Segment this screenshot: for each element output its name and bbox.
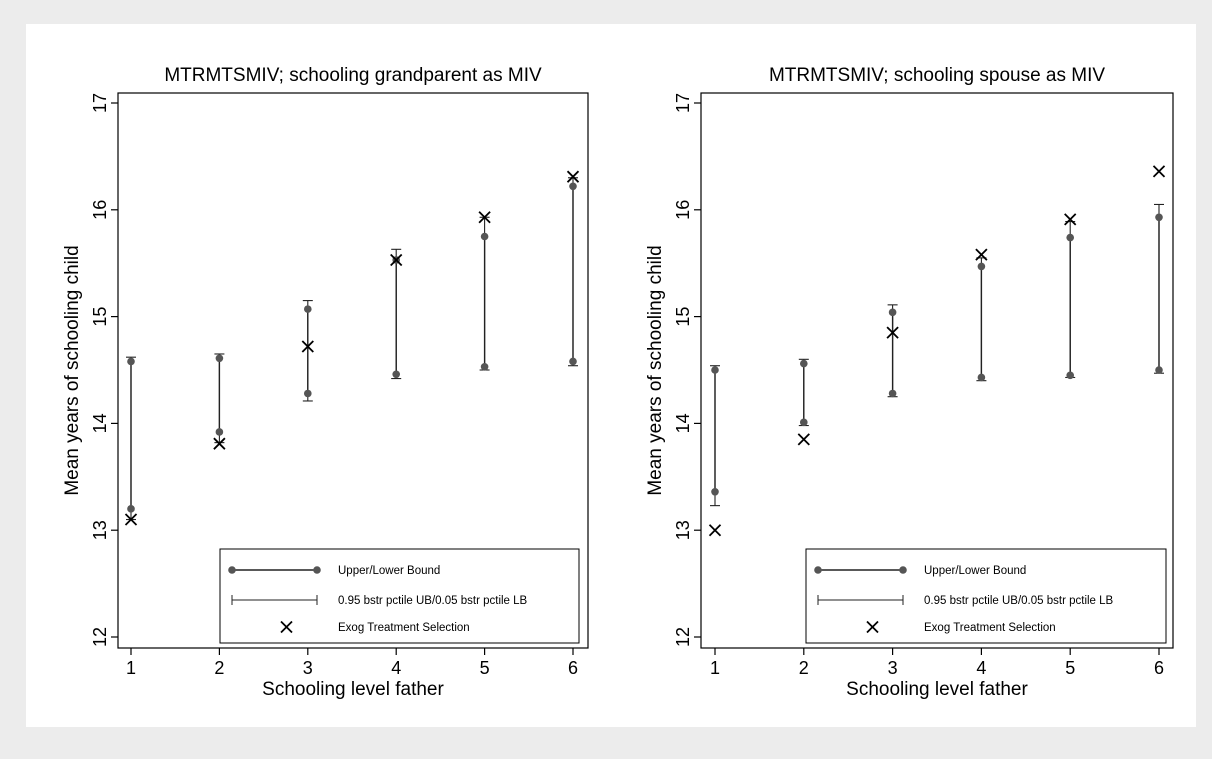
exog-marker [124,513,138,526]
chart-title: MTRMTSMIV; schooling spouse as MIV [769,65,1105,86]
y-axis-label: Mean years of schooling child [645,245,666,495]
exog-marker-stroke [886,326,899,339]
legend-bounds-label: Upper/Lower Bound [924,565,1026,577]
figure: MTRMTSMIV; schooling grandparent as MIV 1… [26,24,1196,727]
upper-bound-point [711,366,719,374]
exog-marker-stroke [1064,213,1077,226]
y-tick-label: 16 [673,200,693,220]
exog-marker [886,326,899,339]
lower-bound-point [480,362,489,371]
upper-bound-point [888,308,897,317]
exog-marker [566,170,580,183]
exog-marker-stroke [566,170,580,183]
exog-marker-stroke [708,524,722,537]
legend-exog-marker [866,620,879,634]
legend-bound-point [228,566,236,574]
y-tick-label: 13 [673,520,693,540]
legend-exog-label: Exog Treatment Selection [338,622,470,634]
lower-bound-point [304,389,312,398]
y-tick-label: 17 [673,93,693,113]
exog-marker [213,437,226,450]
exog-marker [975,248,988,261]
exog-marker [390,253,403,267]
lower-bound-point [977,373,986,382]
legend-bound-point [313,566,321,574]
legend-exog-label: Exog Treatment Selection [924,622,1056,634]
y-tick-label: 15 [90,307,110,327]
legend-box [219,548,580,644]
upper-bound-point [215,354,224,363]
x-tick-label: 4 [391,658,401,678]
y-tick-label: 13 [90,520,110,540]
x-tick-label: 2 [799,658,809,678]
y-tick-label: 15 [673,307,693,327]
plot-frame [700,92,1174,649]
legend: Upper/Lower Bound 0.95 bstr pctile UB/0.0… [805,548,1167,644]
upper-bound-point [1155,213,1163,222]
legend-ci-label: 0.95 bstr pctile UB/0.05 bstr pctile LB [338,595,528,607]
lower-bound-point [392,370,401,379]
exog-marker-stroke [478,211,491,224]
legend-bound-point [899,566,907,574]
exog-marker [708,524,722,537]
upper-bound-point [127,357,135,366]
lower-bound-point [888,389,897,398]
x-tick-label: 6 [1154,658,1164,678]
lower-bound-point [1155,366,1163,374]
chart-svg: MTRMTSMIV; schooling grandparent as MIV 1… [62,65,1174,700]
upper-bound-point [800,359,808,368]
upper-bound-point [569,182,577,191]
exog-marker-stroke [213,437,226,450]
exog-marker [1152,165,1166,178]
exog-marker [478,211,491,224]
exog-marker-stroke [124,513,138,526]
upper-bound-point [977,262,986,271]
legend: Upper/Lower Bound 0.95 bstr pctile UB/0.0… [219,548,580,644]
lower-bound-point [215,428,224,436]
x-axis-label: Schooling level father [846,679,1028,700]
x-tick-label: 1 [126,658,136,678]
exog-marker [301,340,314,353]
y-tick-label: 12 [673,627,693,647]
legend-bound-point [814,566,822,574]
y-axis-label: Mean years of schooling child [62,245,83,495]
x-tick-label: 4 [976,658,986,678]
chart-panel-1: MTRMTSMIV; schooling grandparent as MIV 1… [62,65,589,700]
x-axis-label: Schooling level father [262,679,444,700]
exog-marker-stroke [301,340,314,353]
exog-marker-stroke [975,248,988,261]
exog-marker [797,433,810,446]
lower-bound-point [127,505,135,513]
x-tick-label: 3 [303,658,313,678]
plot-frame [117,92,589,649]
x-tick-label: 5 [480,658,490,678]
lower-bound-point [800,418,808,427]
legend-ci-label: 0.95 bstr pctile UB/0.05 bstr pctile LB [924,595,1114,607]
upper-bound-point [1066,233,1074,242]
chart-panel-2: MTRMTSMIV; schooling spouse as MIV121314… [645,65,1174,700]
y-tick-label: 17 [90,93,110,113]
lower-bound-point [711,487,719,496]
y-tick-label: 12 [90,627,110,647]
upper-bound-point [480,232,489,241]
y-tick-label: 16 [90,200,110,220]
legend-bounds-label: Upper/Lower Bound [338,565,440,577]
x-tick-label: 5 [1065,658,1075,678]
chart-title: MTRMTSMIV; schooling grandparent as MIV [164,65,542,86]
lower-bound-point [569,357,577,366]
x-tick-label: 2 [214,658,224,678]
upper-bound-point [304,305,312,313]
y-tick-label: 14 [673,413,693,433]
exog-marker-stroke [390,253,403,267]
legend-box [805,548,1167,644]
lower-bound-point [1066,371,1074,380]
exog-marker [1064,213,1077,226]
legend-exog-marker [280,620,293,634]
x-tick-label: 6 [568,658,578,678]
x-tick-label: 1 [710,658,720,678]
exog-marker-stroke [1152,165,1166,178]
exog-marker-stroke [797,433,810,446]
x-tick-label: 3 [888,658,898,678]
y-tick-label: 14 [90,413,110,433]
